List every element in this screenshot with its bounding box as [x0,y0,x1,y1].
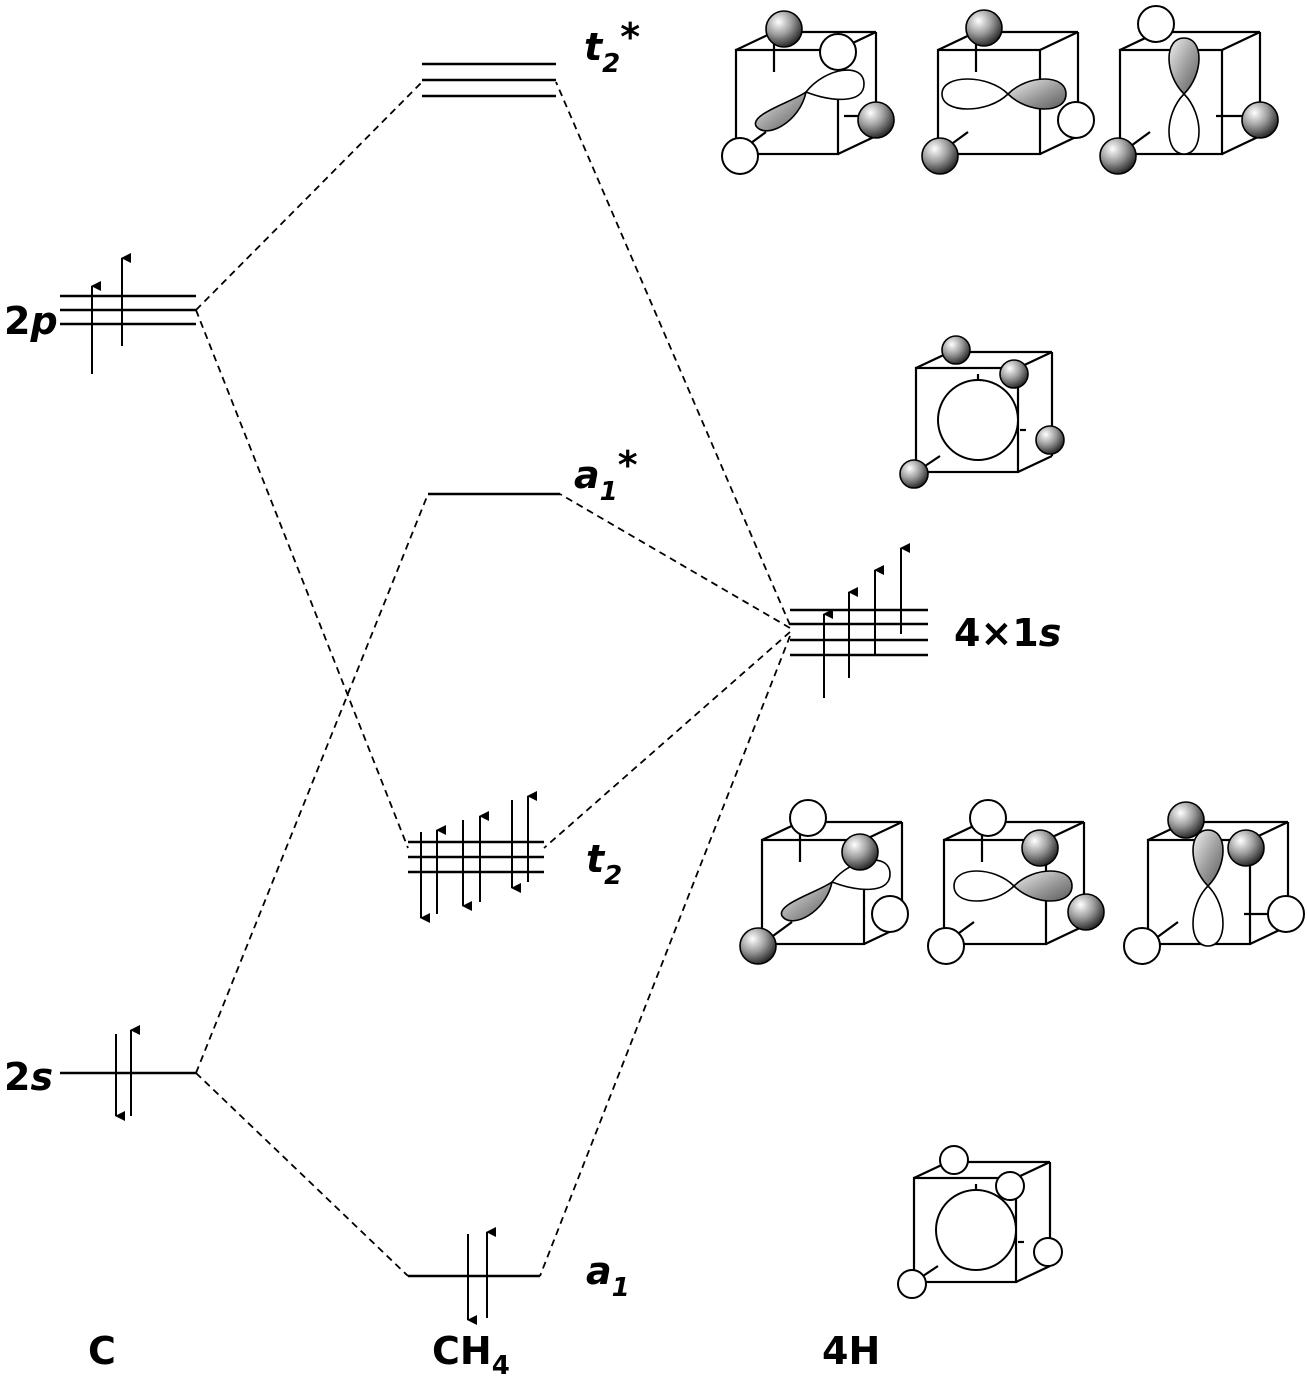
label-t2: t2 [586,837,622,891]
orbital-t2-3 [1123,801,1305,965]
column-label-hydrogens: 4H [822,1329,880,1373]
label-2s: 2s [4,1055,53,1099]
corr-2s-a1 [195,1072,409,1277]
corr-1s-a1 [539,635,791,1277]
orbital-t2-star-1 [721,10,895,175]
label-2p: 2p [4,299,58,343]
label-a1-star: a1* [574,443,638,507]
column-label-carbon: C [88,1329,116,1373]
mo-t2-star-level: t2* [422,15,640,98]
corr-1s-a1star [559,493,791,629]
orbital-t2-star-2 [921,9,1095,175]
mo-a1-star-level: a1* [428,443,638,507]
mo-a1-level: a1 [408,1227,630,1325]
orbital-a1-star [899,335,1065,489]
orbital-t2-1 [739,799,909,965]
h-1s-level: 4×1s [790,543,1061,698]
corr-1s-t2 [543,631,791,849]
orbital-a1 [897,1145,1063,1299]
orbital-t2-star-3 [1099,5,1279,175]
orbital-t2-2 [927,799,1105,965]
correlation-lines [195,81,791,1277]
corr-2p-t2star [195,81,423,311]
c-2s-level: 2s [4,1025,196,1121]
corr-1s-t2star [555,81,791,626]
corr-2s-a1star [195,493,429,1074]
corr-2p-t2 [195,309,409,849]
mo-t2-level: t2 [408,791,622,923]
label-a1: a1 [586,1249,630,1303]
c-2p-level: 2p [4,253,196,374]
label-t2-star: t2* [584,15,640,79]
column-label-methane: CH4 [432,1329,510,1381]
label-4x1s: 4×1s [954,611,1061,655]
